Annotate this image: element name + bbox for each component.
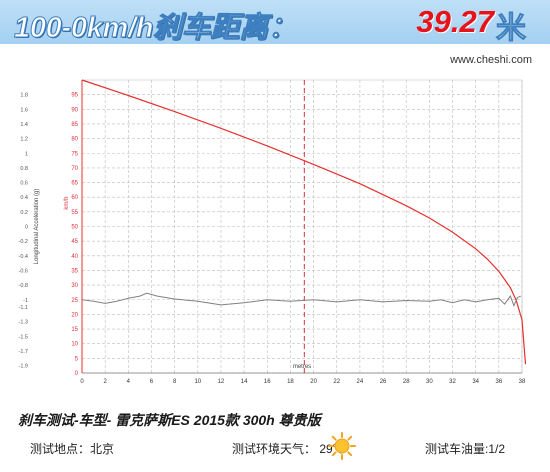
right-tick-label: -0.4 (19, 254, 28, 260)
test-location: 测试地点：北京 (30, 442, 115, 456)
x-tick-label: 8 (173, 379, 177, 385)
x-tick-label: 12 (218, 379, 225, 385)
x-tick-label: 24 (357, 379, 364, 385)
right-tick-label: -1.9 (19, 364, 28, 370)
x-tick-label: 30 (426, 379, 433, 385)
right-tick-label: -0.2 (19, 239, 28, 245)
right-tick-label: 0.6 (20, 181, 28, 187)
braking-chart: 0 5 10 15 20 25 30 35 40 45 50 55 60 65 70 75 80 85 90 95 -… (0, 70, 550, 400)
header-banner: 100-0km/h刹车距离： 39.27 米 (0, 0, 550, 46)
right-tick-label: -0.8 (19, 283, 28, 289)
right-tick-label: 0.8 (20, 166, 28, 172)
x-tick-label: 16 (264, 379, 271, 385)
x-tick-label: 4 (127, 379, 131, 385)
left-tick-label: 55 (71, 210, 78, 216)
left-tick-label: 85 (71, 122, 78, 128)
right-tick-label: -1.1 (19, 305, 28, 311)
x-tick-label: 22 (333, 379, 340, 385)
left-tick-label: 25 (71, 298, 78, 304)
left-tick-label: 45 (71, 239, 78, 245)
x-tick-label: 10 (194, 379, 201, 385)
x-tick-label: 28 (403, 379, 410, 385)
x-tick-label: 34 (472, 379, 479, 385)
left-axis-ticks: 0 5 10 15 20 25 30 35 40 45 50 55 60 65 70 75 80 85 90 95 (71, 93, 78, 377)
chart-series (81, 79, 527, 373)
left-tick-label: 20 (71, 312, 78, 318)
left-tick-label: 95 (71, 93, 78, 99)
x-tick-label: 36 (495, 379, 502, 385)
x-tick-label: 14 (241, 379, 248, 385)
x-tick-label: 18 (287, 379, 294, 385)
page-title: 100-0km/h刹车距离： (14, 12, 298, 45)
chart-grid (81, 80, 523, 374)
x-tick-label: 6 (150, 379, 154, 385)
right-tick-label: 1.6 (20, 107, 28, 113)
right-tick-label: -1.5 (19, 334, 28, 340)
speed-curve (81, 79, 527, 365)
right-tick-label: -1.7 (19, 349, 28, 355)
x-tick-label: 32 (449, 379, 456, 385)
test-weather: 测试环境天气： 29℃ (232, 442, 345, 456)
right-tick-label: -0.6 (19, 268, 28, 274)
right-tick-label: 1.8 (20, 93, 28, 99)
x-tick-label: 38 (519, 379, 526, 385)
right-tick-label: 1.4 (20, 122, 28, 128)
x-tick-label: 2 (103, 379, 107, 385)
right-tick-label: 0 (25, 225, 28, 231)
right-tick-label: 0.2 (20, 210, 28, 216)
right-tick-label: -1 (23, 298, 28, 304)
x-axis-ticks: 0 2 4 6 8 10 12 14 16 18 20 22 24 26 28 30 32 34 36 38 (80, 379, 526, 385)
left-tick-label: 90 (71, 107, 78, 113)
left-tick-label: 10 (71, 342, 78, 348)
left-axis-label: km/h (64, 197, 70, 210)
left-tick-label: 70 (71, 166, 78, 172)
x-tick-label: 0 (80, 379, 84, 385)
left-tick-label: 60 (71, 195, 78, 201)
right-tick-label: 0.4 (20, 195, 28, 201)
chart-caption: 刹车测试-车型- 雷克萨斯ES 2015款 300h 尊贵版 (18, 412, 321, 428)
left-tick-label: 50 (71, 225, 78, 231)
acceleration-curve (81, 292, 522, 307)
left-tick-label: 65 (71, 181, 78, 187)
left-tick-label: 75 (71, 151, 78, 157)
site-watermark: www.cheshi.com (450, 54, 532, 66)
left-tick-label: 5 (75, 356, 79, 362)
test-fuel-level: 测试车油量:1/2 (425, 442, 506, 456)
left-tick-label: 30 (71, 283, 78, 289)
x-tick-label: 26 (380, 379, 387, 385)
left-tick-label: 15 (71, 327, 78, 333)
left-tick-label: 80 (71, 137, 78, 143)
braking-distance-value: 39.27 (416, 4, 494, 39)
x-tick-label: 20 (310, 379, 317, 385)
left-tick-label: 35 (71, 268, 78, 274)
right-tick-label: 1.2 (20, 137, 28, 143)
braking-distance-unit: 米 (496, 12, 527, 46)
sun-icon (328, 432, 356, 460)
right-tick-label: 1 (25, 151, 28, 157)
right-axis-label: Longitudinal Acceleration (g) (34, 189, 40, 265)
right-tick-label: -1.3 (19, 320, 28, 326)
right-axis-ticks: -1.9 -1.7 -1.5 -1.3 -1.1-1 -0.8 -0.6 -0.4 -0.2 0 0… (19, 93, 28, 370)
left-tick-label: 40 (71, 254, 78, 260)
left-tick-label: 0 (75, 371, 79, 377)
x-axis-label: metres (293, 364, 311, 370)
